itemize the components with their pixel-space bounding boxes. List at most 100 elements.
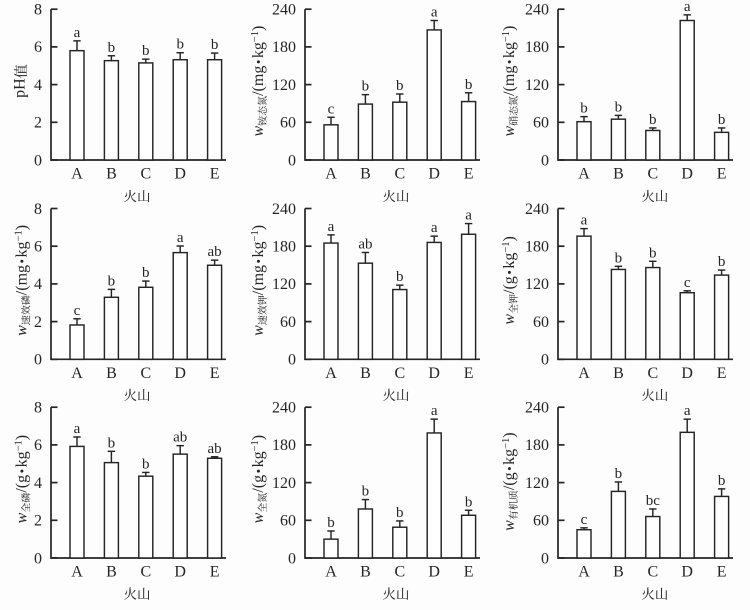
svg-text:60: 60 — [533, 314, 549, 331]
svg-text:w: w — [250, 325, 267, 336]
svg-text:): ) — [501, 26, 518, 31]
svg-text:D: D — [681, 166, 693, 183]
svg-text:A: A — [578, 166, 590, 183]
svg-text:b: b — [142, 456, 150, 472]
svg-text:b: b — [396, 78, 404, 94]
svg-text:120: 120 — [525, 77, 549, 94]
svg-text:w: w — [501, 126, 518, 137]
svg-text:E: E — [464, 365, 474, 382]
svg-text:c: c — [328, 101, 335, 117]
svg-text:c: c — [581, 512, 588, 528]
svg-text:b: b — [615, 250, 623, 266]
svg-text:b: b — [362, 484, 370, 500]
svg-text:ab: ab — [173, 430, 187, 446]
svg-text:b: b — [108, 435, 116, 451]
svg-text:4: 4 — [34, 475, 42, 492]
svg-text:kg: kg — [14, 451, 31, 467]
svg-text:60: 60 — [280, 115, 296, 132]
svg-text:b: b — [615, 466, 623, 482]
svg-text:c: c — [684, 275, 691, 291]
svg-text:ab: ab — [358, 236, 372, 252]
svg-text:−1: −1 — [14, 230, 25, 241]
svg-text:b: b — [108, 40, 116, 56]
svg-text:A: A — [71, 166, 83, 183]
svg-text:w: w — [14, 512, 31, 523]
svg-text:E: E — [210, 166, 220, 183]
svg-text:240: 240 — [272, 2, 296, 19]
svg-text:120: 120 — [525, 276, 549, 293]
svg-text:4: 4 — [34, 77, 42, 94]
svg-text:A: A — [71, 365, 83, 382]
svg-text:240: 240 — [525, 2, 549, 19]
svg-text:): ) — [250, 225, 267, 230]
svg-text:kg: kg — [250, 241, 267, 257]
svg-text:): ) — [501, 432, 518, 437]
svg-text:bc: bc — [646, 493, 661, 509]
svg-text:ab: ab — [208, 441, 222, 457]
svg-text:b: b — [142, 43, 150, 59]
svg-text:b: b — [176, 37, 184, 53]
svg-text:2: 2 — [34, 115, 42, 132]
svg-text:6: 6 — [34, 437, 42, 454]
svg-text:a: a — [74, 25, 81, 41]
svg-text:0: 0 — [288, 152, 296, 169]
svg-text:0: 0 — [34, 550, 42, 567]
svg-text:b: b — [142, 265, 150, 281]
svg-text:120: 120 — [272, 276, 296, 293]
svg-text:b: b — [718, 473, 726, 489]
svg-text:w: w — [14, 325, 31, 336]
svg-text:b: b — [580, 101, 588, 117]
svg-text:C: C — [394, 365, 405, 382]
svg-text:): ) — [14, 435, 31, 440]
svg-text:60: 60 — [533, 513, 549, 530]
svg-text:a: a — [431, 5, 438, 21]
svg-text:0: 0 — [34, 352, 42, 369]
svg-text:B: B — [360, 564, 371, 581]
svg-text:240: 240 — [272, 400, 296, 417]
svg-text:b: b — [362, 79, 370, 95]
svg-text:b: b — [211, 37, 219, 53]
svg-text:0: 0 — [541, 550, 549, 567]
svg-text:−1: −1 — [14, 440, 25, 451]
svg-text:b: b — [396, 505, 404, 521]
svg-text:kg: kg — [250, 42, 267, 58]
svg-text:kg: kg — [501, 449, 518, 465]
svg-text:D: D — [681, 564, 693, 581]
svg-text:w: w — [250, 512, 267, 523]
svg-text:b: b — [465, 77, 473, 93]
svg-text:0: 0 — [288, 550, 296, 567]
svg-text:a: a — [328, 219, 335, 235]
svg-text:180: 180 — [525, 239, 549, 256]
svg-text:b: b — [396, 269, 404, 285]
svg-text:8: 8 — [34, 2, 42, 19]
svg-text:120: 120 — [272, 475, 296, 492]
svg-text:240: 240 — [525, 400, 549, 417]
svg-text:D: D — [174, 564, 186, 581]
svg-text:6: 6 — [34, 239, 42, 256]
svg-text:a: a — [581, 213, 588, 229]
svg-text:A: A — [325, 564, 337, 581]
svg-text:D: D — [428, 166, 440, 183]
svg-text:0: 0 — [541, 352, 549, 369]
svg-text:−1: −1 — [501, 31, 512, 42]
svg-text:180: 180 — [272, 239, 296, 256]
svg-text:120: 120 — [525, 475, 549, 492]
svg-text:a: a — [684, 403, 691, 419]
svg-text:120: 120 — [272, 77, 296, 94]
svg-text:/(mg: /(mg — [250, 66, 267, 96]
svg-text:): ) — [14, 225, 31, 230]
svg-text:b: b — [718, 112, 726, 128]
svg-text:b: b — [465, 494, 473, 510]
svg-text:C: C — [647, 564, 658, 581]
svg-text:b: b — [108, 273, 116, 289]
svg-text:0: 0 — [34, 152, 42, 169]
svg-text:180: 180 — [525, 437, 549, 454]
svg-text:2: 2 — [34, 513, 42, 530]
svg-text:D: D — [428, 564, 440, 581]
svg-text:b: b — [649, 245, 657, 261]
svg-text:C: C — [394, 166, 405, 183]
svg-text:): ) — [250, 26, 267, 31]
svg-text:/(g: /(g — [501, 472, 518, 490]
svg-text:E: E — [717, 564, 727, 581]
svg-text:E: E — [717, 166, 727, 183]
